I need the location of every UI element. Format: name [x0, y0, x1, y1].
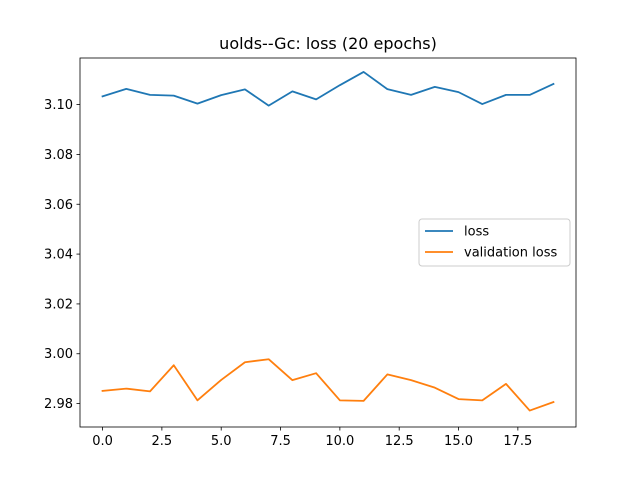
x-tick-label: 7.5 — [270, 434, 291, 449]
x-tick-label: 10.0 — [325, 434, 354, 449]
x-tick-label: 2.5 — [152, 434, 173, 449]
x-tick-label: 15.0 — [444, 434, 473, 449]
x-tick-label: 12.5 — [385, 434, 414, 449]
y-tick-label: 2.98 — [44, 397, 73, 412]
series-line-validation-loss — [101, 358, 555, 412]
legend-label: loss — [464, 225, 489, 240]
y-tick-label: 3.04 — [44, 248, 73, 263]
y-tick-label: 3.08 — [44, 148, 73, 163]
x-tick-label: 0.0 — [92, 434, 113, 449]
legend-box — [418, 218, 571, 267]
chart-title: uolds--Gc: loss (20 epochs) — [219, 34, 437, 53]
series-line-loss — [101, 71, 555, 107]
x-tick-label: 5.0 — [211, 434, 232, 449]
legend-label: validation loss — [464, 246, 557, 261]
y-tick-label: 3.00 — [44, 347, 73, 362]
plot-frame — [79, 57, 577, 428]
y-axis: 2.98 3.00 3.02 3.04 3.06 3.08 3.10 — [44, 98, 80, 412]
y-tick-label: 3.02 — [44, 297, 73, 312]
x-tick-label: 17.5 — [503, 434, 532, 449]
x-axis: 0.0 2.5 5.0 7.5 10.0 12.5 15.0 17.5 — [92, 427, 532, 449]
series-layer — [101, 71, 555, 412]
y-tick-label: 3.06 — [44, 198, 73, 213]
y-tick-label: 3.10 — [44, 98, 73, 113]
legend: loss validation loss — [418, 218, 571, 267]
plot-area — [79, 57, 577, 428]
